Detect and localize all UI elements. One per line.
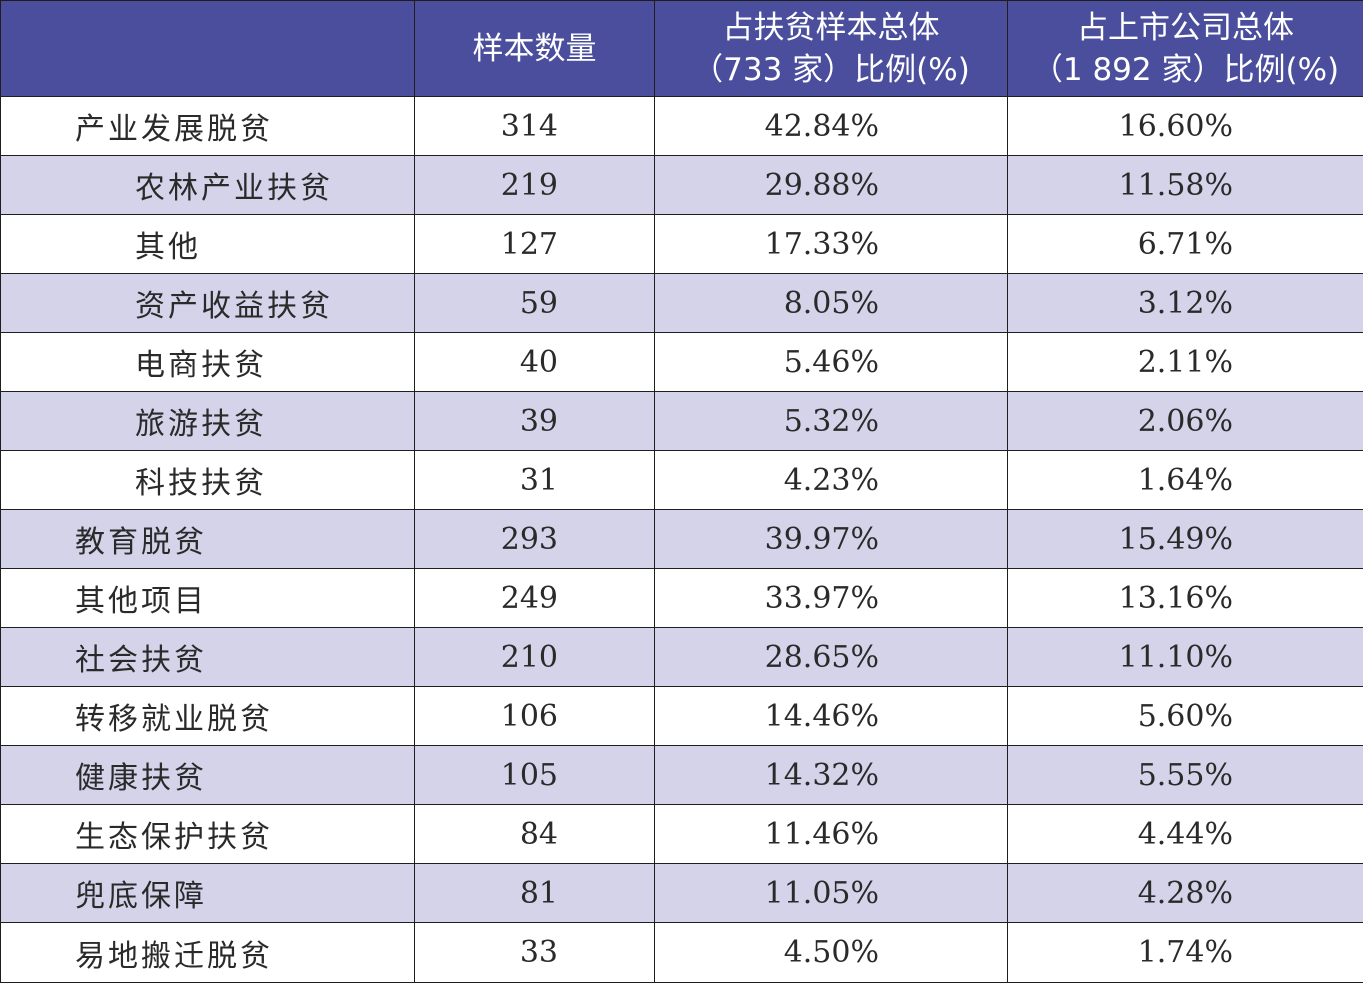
- table-row: 旅游扶贫 39 5.32% 2.06%: [1, 392, 1363, 451]
- table-row: 科技扶贫 31 4.23% 1.64%: [1, 451, 1363, 510]
- table-row: 社会扶贫 210 28.65% 11.10%: [1, 628, 1363, 687]
- table-row: 电商扶贫 40 5.46% 2.11%: [1, 333, 1363, 392]
- row-share-listed: 6.71%: [1008, 215, 1363, 274]
- row-name: 资产收益扶贫: [1, 274, 415, 333]
- row-count: 106: [415, 687, 655, 746]
- row-name: 其他: [1, 215, 415, 274]
- row-name: 兜底保障: [1, 864, 415, 923]
- row-name: 生态保护扶贫: [1, 805, 415, 864]
- row-share-listed: 5.55%: [1008, 746, 1363, 805]
- header-blank-cell: [1, 1, 415, 97]
- table-row: 健康扶贫 105 14.32% 5.55%: [1, 746, 1363, 805]
- table-header: 样本数量 占扶贫样本总体 （733 家）比例(%) 占上市公司总体 （1 892…: [1, 1, 1363, 97]
- table-row: 产业发展脱贫 314 42.84% 16.60%: [1, 97, 1363, 156]
- row-share-poverty: 17.33%: [655, 215, 1008, 274]
- row-name: 产业发展脱贫: [1, 97, 415, 156]
- row-share-poverty: 29.88%: [655, 156, 1008, 215]
- row-count: 314: [415, 97, 655, 156]
- row-share-poverty: 5.46%: [655, 333, 1008, 392]
- row-share-listed: 4.44%: [1008, 805, 1363, 864]
- row-count: 249: [415, 569, 655, 628]
- row-name: 社会扶贫: [1, 628, 415, 687]
- header-row: 样本数量 占扶贫样本总体 （733 家）比例(%) 占上市公司总体 （1 892…: [1, 1, 1363, 97]
- row-count: 39: [415, 392, 655, 451]
- table-row: 兜底保障 81 11.05% 4.28%: [1, 864, 1363, 923]
- table-row: 农林产业扶贫 219 29.88% 11.58%: [1, 156, 1363, 215]
- row-share-poverty: 14.32%: [655, 746, 1008, 805]
- row-count: 210: [415, 628, 655, 687]
- row-share-poverty: 39.97%: [655, 510, 1008, 569]
- header-share-poverty-line2: （733 家）比例(%): [655, 49, 1007, 91]
- row-name: 科技扶贫: [1, 451, 415, 510]
- header-share-of-poverty-sample: 占扶贫样本总体 （733 家）比例(%): [655, 1, 1008, 97]
- row-share-listed: 2.11%: [1008, 333, 1363, 392]
- row-share-listed: 1.64%: [1008, 451, 1363, 510]
- header-sample-count: 样本数量: [415, 1, 655, 97]
- header-share-listed-line1: 占上市公司总体: [1008, 7, 1363, 49]
- row-count: 81: [415, 864, 655, 923]
- table-row: 教育脱贫 293 39.97% 15.49%: [1, 510, 1363, 569]
- row-count: 293: [415, 510, 655, 569]
- row-count: 33: [415, 923, 655, 983]
- row-count: 84: [415, 805, 655, 864]
- row-share-listed: 11.10%: [1008, 628, 1363, 687]
- row-share-poverty: 14.46%: [655, 687, 1008, 746]
- row-name: 电商扶贫: [1, 333, 415, 392]
- row-share-poverty: 4.23%: [655, 451, 1008, 510]
- row-count: 219: [415, 156, 655, 215]
- row-share-poverty: 28.65%: [655, 628, 1008, 687]
- row-share-listed: 4.28%: [1008, 864, 1363, 923]
- row-name: 转移就业脱贫: [1, 687, 415, 746]
- row-share-poverty: 4.50%: [655, 923, 1008, 983]
- row-count: 127: [415, 215, 655, 274]
- row-name: 健康扶贫: [1, 746, 415, 805]
- table-body: 产业发展脱贫 314 42.84% 16.60% 农林产业扶贫 219 29.8…: [1, 97, 1363, 983]
- row-count: 31: [415, 451, 655, 510]
- header-share-poverty-line1: 占扶贫样本总体: [655, 7, 1007, 49]
- row-share-poverty: 8.05%: [655, 274, 1008, 333]
- table-row: 易地搬迁脱贫 33 4.50% 1.74%: [1, 923, 1363, 983]
- row-share-listed: 16.60%: [1008, 97, 1363, 156]
- row-count: 40: [415, 333, 655, 392]
- table-row: 生态保护扶贫 84 11.46% 4.44%: [1, 805, 1363, 864]
- row-share-listed: 13.16%: [1008, 569, 1363, 628]
- row-share-poverty: 42.84%: [655, 97, 1008, 156]
- row-name: 易地搬迁脱贫: [1, 923, 415, 983]
- header-share-listed-line2: （1 892 家）比例(%): [1008, 49, 1363, 91]
- row-name: 农林产业扶贫: [1, 156, 415, 215]
- table-row: 资产收益扶贫 59 8.05% 3.12%: [1, 274, 1363, 333]
- row-name: 旅游扶贫: [1, 392, 415, 451]
- row-share-poverty: 5.32%: [655, 392, 1008, 451]
- row-share-listed: 5.60%: [1008, 687, 1363, 746]
- table-row: 转移就业脱贫 106 14.46% 5.60%: [1, 687, 1363, 746]
- row-name: 其他项目: [1, 569, 415, 628]
- row-count: 59: [415, 274, 655, 333]
- row-share-listed: 1.74%: [1008, 923, 1363, 983]
- row-count: 105: [415, 746, 655, 805]
- table-row: 其他项目 249 33.97% 13.16%: [1, 569, 1363, 628]
- row-share-listed: 3.12%: [1008, 274, 1363, 333]
- row-share-poverty: 33.97%: [655, 569, 1008, 628]
- header-share-of-listed-companies: 占上市公司总体 （1 892 家）比例(%): [1008, 1, 1363, 97]
- row-share-poverty: 11.05%: [655, 864, 1008, 923]
- row-share-listed: 11.58%: [1008, 156, 1363, 215]
- row-share-listed: 15.49%: [1008, 510, 1363, 569]
- row-share-poverty: 11.46%: [655, 805, 1008, 864]
- table-row: 其他 127 17.33% 6.71%: [1, 215, 1363, 274]
- row-share-listed: 2.06%: [1008, 392, 1363, 451]
- row-name: 教育脱贫: [1, 510, 415, 569]
